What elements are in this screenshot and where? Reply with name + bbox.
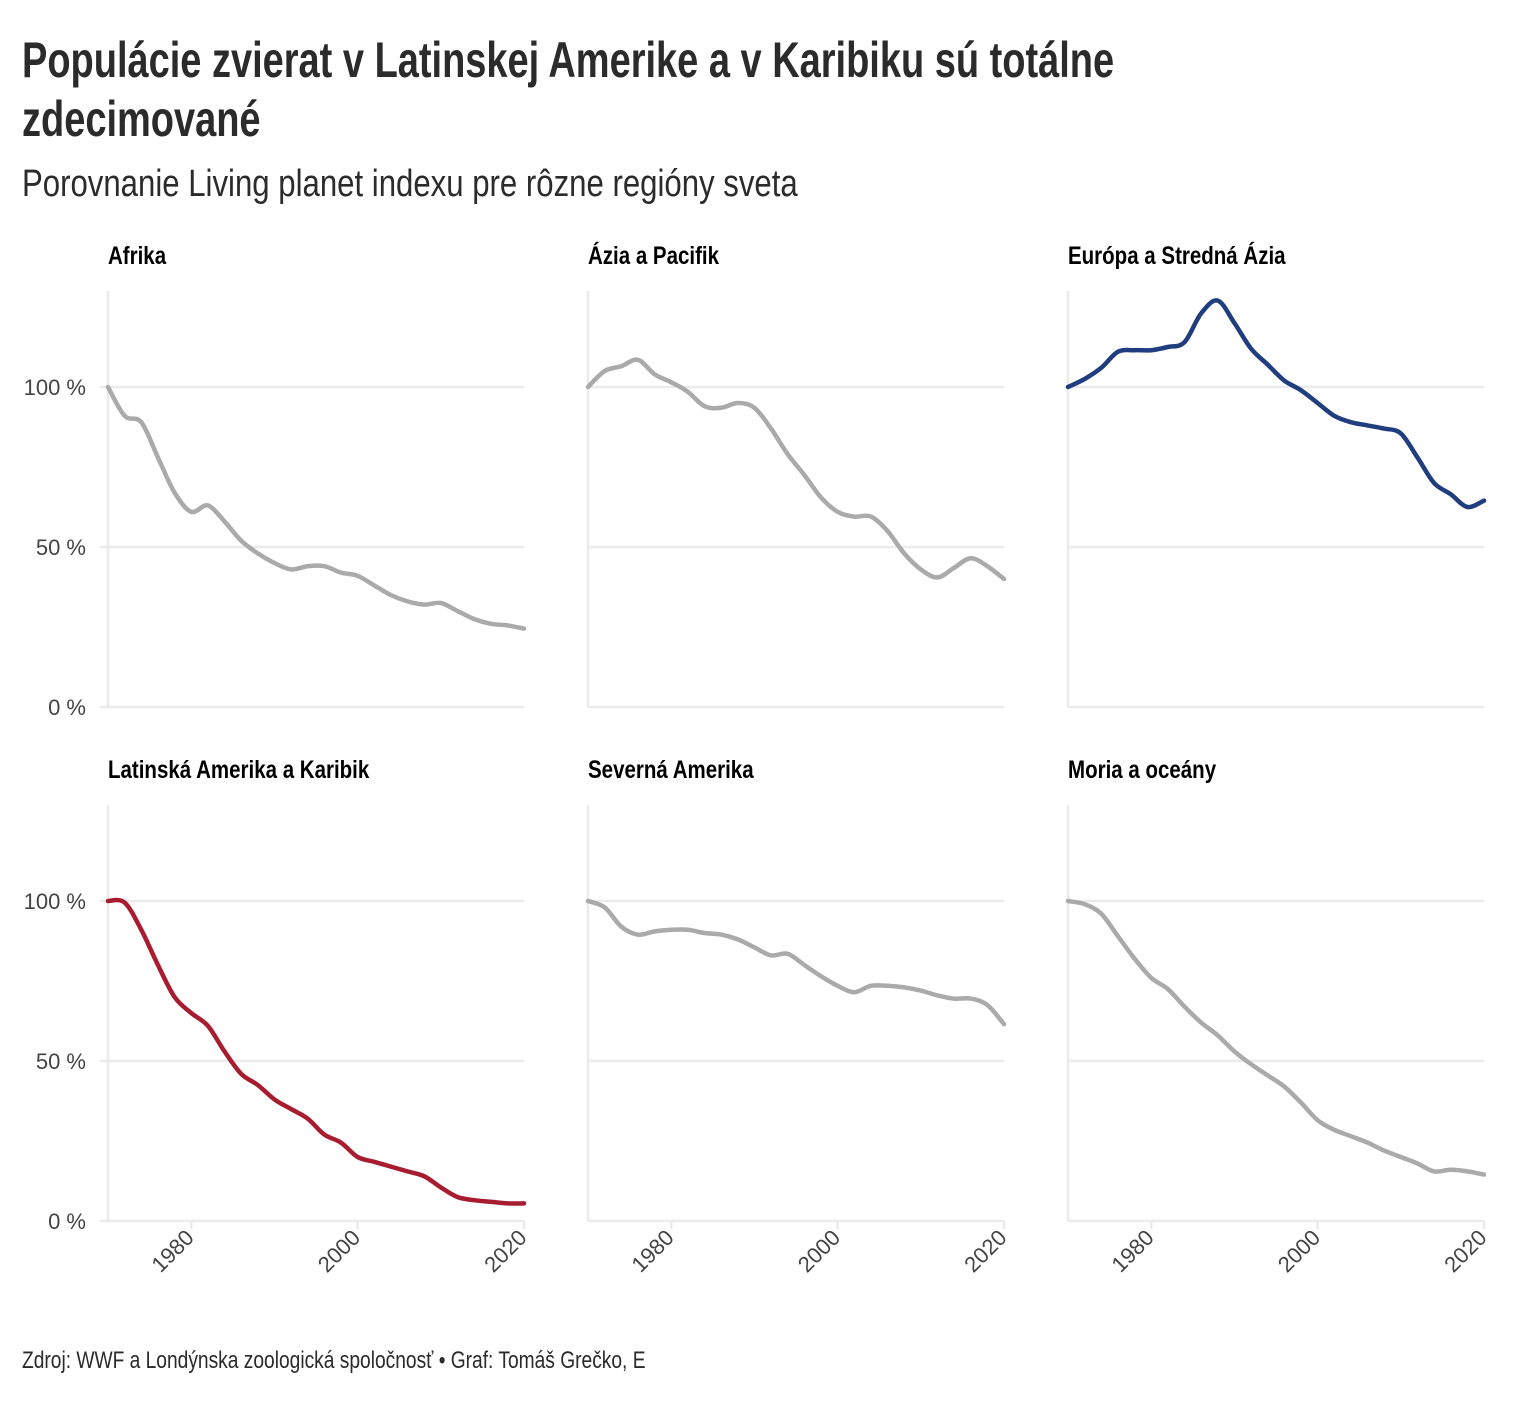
facet-title: Moria a oceány xyxy=(1068,755,1216,783)
y-tick-label: 100 % xyxy=(24,375,86,400)
x-tick-label: 2020 xyxy=(479,1225,531,1277)
facet-panel: Latinská Amerika a Karibik 0 % 50 % 100 % 19… xyxy=(24,755,532,1277)
facet-title: Latinská Amerika a Karibik xyxy=(108,755,370,783)
chart-title-line-1: Populácie zvierat v Latinskej Amerike a … xyxy=(22,33,1114,88)
y-tick-label: 50 % xyxy=(36,1049,86,1074)
y-tick-label: 0 % xyxy=(48,695,86,720)
y-tick-label: 50 % xyxy=(36,535,86,560)
series-line xyxy=(1065,898,1487,1177)
facet-panel: Európa a Stredná Ázia xyxy=(1065,241,1487,709)
chart-caption: Zdroj: WWF a Londýnska zoologická spoloč… xyxy=(22,1346,646,1374)
y-tick-label: 0 % xyxy=(48,1209,86,1234)
series-line xyxy=(1065,298,1487,510)
facet-panel: Severná Amerika 1980 2000 2020 xyxy=(585,755,1012,1277)
x-tick-label: 1980 xyxy=(626,1225,678,1277)
series-line xyxy=(105,897,527,1206)
chart-subtitle: Porovnanie Living planet indexu pre rôzn… xyxy=(22,163,798,205)
series-line xyxy=(105,384,527,631)
chart-title-line-2: zdecimované xyxy=(22,92,261,147)
series-line xyxy=(585,357,1007,582)
series-line xyxy=(585,898,1007,1027)
y-tick-label: 100 % xyxy=(24,889,86,914)
facet-title: Afrika xyxy=(108,241,166,269)
facet-panel: Moria a oceány 1980 2000 2020 xyxy=(1065,755,1492,1277)
facet-title: Ázia a Pacifik xyxy=(588,241,719,269)
facet-panel: Ázia a Pacifik xyxy=(585,241,1007,709)
x-tick-label: 1980 xyxy=(1106,1225,1158,1277)
x-tick-label: 1980 xyxy=(146,1225,198,1277)
x-tick-label: 2020 xyxy=(1439,1225,1491,1277)
x-tick-label: 2000 xyxy=(1273,1225,1325,1277)
facet-title: Európa a Stredná Ázia xyxy=(1068,241,1286,269)
facet-title: Severná Amerika xyxy=(588,755,754,783)
x-tick-label: 2020 xyxy=(959,1225,1011,1277)
facet-panel: Afrika 0 % 50 % 100 % xyxy=(24,241,527,720)
x-tick-label: 2000 xyxy=(793,1225,845,1277)
x-tick-label: 2000 xyxy=(313,1225,365,1277)
